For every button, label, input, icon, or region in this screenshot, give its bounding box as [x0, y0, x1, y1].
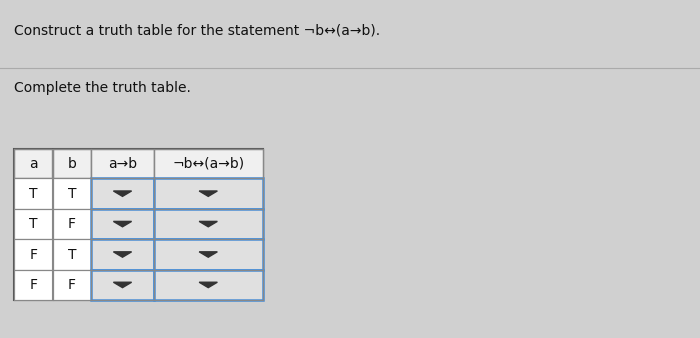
Bar	[91, 270, 154, 300]
Text: T: T	[29, 187, 38, 201]
Text: T: T	[67, 247, 76, 262]
Bar	[154, 209, 262, 239]
Bar	[91, 209, 154, 239]
Polygon shape	[113, 282, 132, 288]
Bar	[154, 239, 262, 270]
Bar	[14, 270, 52, 300]
Bar	[91, 239, 154, 270]
Polygon shape	[113, 252, 132, 257]
Text: a: a	[29, 156, 38, 171]
Text: T: T	[29, 217, 38, 231]
Bar	[52, 239, 91, 270]
Polygon shape	[113, 221, 132, 227]
Text: a→b: a→b	[108, 156, 137, 171]
Text: F: F	[68, 217, 76, 231]
Text: Complete the truth table.: Complete the truth table.	[14, 81, 191, 95]
Bar	[154, 178, 262, 209]
Bar	[14, 239, 52, 270]
Bar	[14, 209, 52, 239]
Text: ¬b↔(a→b): ¬b↔(a→b)	[172, 156, 244, 171]
Polygon shape	[199, 282, 217, 288]
Text: b: b	[67, 156, 76, 171]
Bar	[52, 149, 91, 178]
Bar	[14, 149, 262, 300]
Bar	[52, 270, 91, 300]
Bar	[91, 149, 154, 178]
Bar	[91, 178, 154, 209]
Bar	[14, 149, 52, 178]
Bar	[154, 149, 262, 178]
Bar	[14, 178, 52, 209]
Polygon shape	[199, 191, 217, 196]
Polygon shape	[199, 221, 217, 227]
Text: Construct a truth table for the statement ¬b↔(a→b).: Construct a truth table for the statemen…	[14, 24, 380, 38]
Text: F: F	[29, 247, 37, 262]
Bar	[52, 209, 91, 239]
Text: F: F	[68, 278, 76, 292]
Polygon shape	[113, 191, 132, 196]
Bar	[154, 270, 262, 300]
Bar	[52, 178, 91, 209]
Text: F: F	[29, 278, 37, 292]
Polygon shape	[199, 252, 217, 257]
Text: T: T	[67, 187, 76, 201]
